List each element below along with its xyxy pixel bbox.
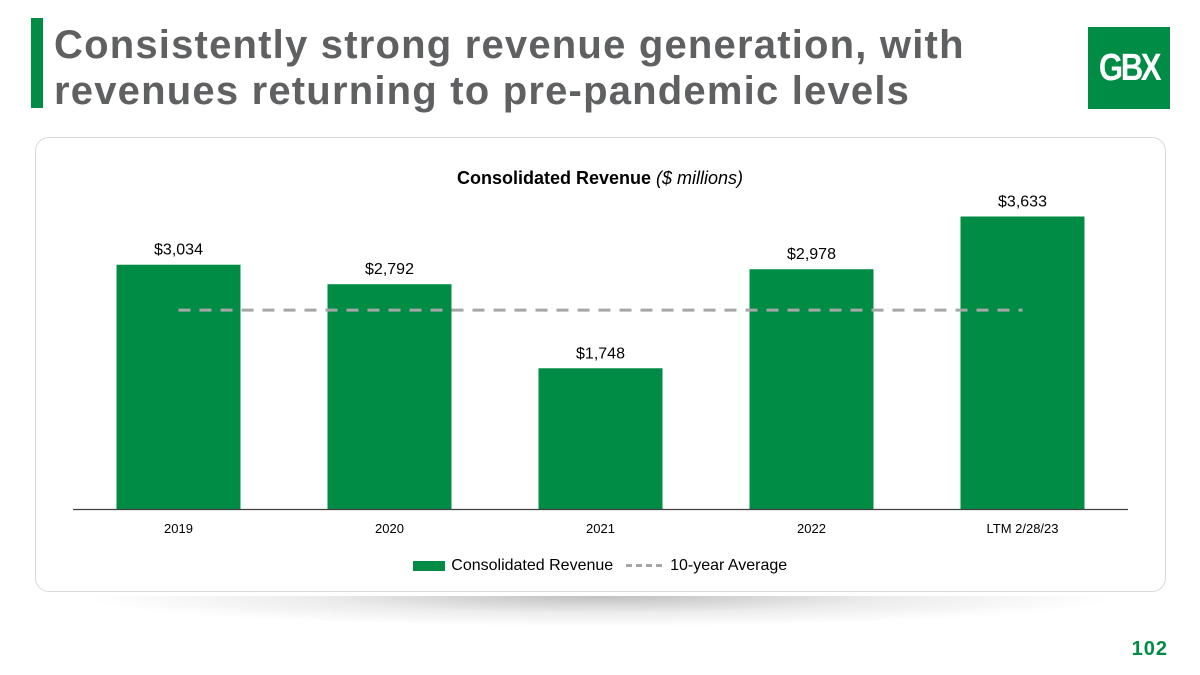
- chart-legend: Consolidated Revenue 10-year Average: [0, 557, 1200, 575]
- panel-shadow: [90, 596, 1110, 626]
- title-line-1: Consistently strong revenue generation, …: [54, 23, 965, 67]
- page-title: Consistently strong revenue generation, …: [54, 22, 965, 114]
- bar-value-label-1: $2,792: [365, 261, 414, 278]
- chart-title-main: Consolidated Revenue: [456, 168, 651, 188]
- bar-3: [749, 269, 874, 509]
- legend-item-revenue: Consolidated Revenue: [412, 557, 614, 575]
- x-tick-label-3: 2022: [797, 521, 826, 536]
- x-tick-label-2: 2021: [586, 521, 615, 536]
- bar-2: [538, 368, 663, 509]
- bar-0: [116, 264, 241, 509]
- bar-4: [960, 216, 1085, 509]
- x-tick-label-0: 2019: [164, 521, 193, 536]
- x-tick-label-1: 2020: [375, 521, 404, 536]
- legend-label-average: 10-year Average: [670, 557, 788, 574]
- title-line-2: revenues returning to pre-pandemic level…: [54, 69, 911, 113]
- chart-title: Consolidated Revenue ($ millions): [0, 168, 1200, 189]
- bar-1: [327, 284, 452, 509]
- bar-value-label-0: $3,034: [154, 242, 203, 259]
- gbx-logo: GBX: [1088, 27, 1170, 109]
- logo-text: GBX: [1098, 47, 1162, 89]
- bar-value-label-3: $2,978: [787, 246, 836, 263]
- page-number: 102: [1131, 638, 1168, 660]
- legend-item-average: 10-year Average: [618, 557, 788, 575]
- bar-value-label-2: $1,748: [576, 345, 625, 362]
- legend-swatch-average: [625, 564, 662, 568]
- chart-title-units: ($ millions): [656, 168, 744, 188]
- legend-label-revenue: Consolidated Revenue: [451, 557, 614, 574]
- title-accent-bar: [31, 18, 43, 108]
- bar-value-label-4: $3,633: [998, 193, 1047, 210]
- x-tick-label-4: LTM 2/28/23: [986, 521, 1058, 536]
- legend-swatch-revenue: [412, 560, 445, 571]
